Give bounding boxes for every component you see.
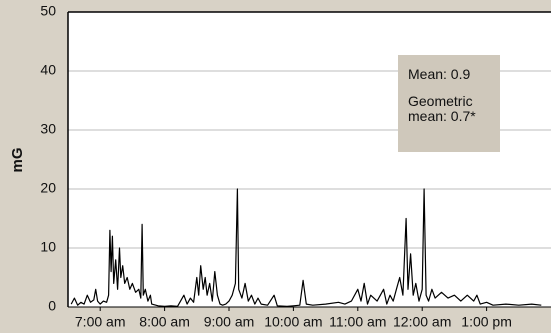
x-tick-label: 1:00 pm xyxy=(461,314,512,330)
y-axis-label: mG xyxy=(9,147,26,172)
annotation-box: Mean: 0.9 Geometric mean: 0.7* xyxy=(398,55,500,152)
y-tick-label: 30 xyxy=(40,121,56,137)
x-tick-label: 7:00 am xyxy=(75,314,126,330)
data-line xyxy=(70,188,542,307)
y-tick-label: 40 xyxy=(40,62,56,78)
y-tick-label: 10 xyxy=(40,239,56,255)
x-tick-label: 12:00 am xyxy=(393,314,451,330)
y-tick-label: 0 xyxy=(48,298,56,314)
x-tick-label: 8:00 am xyxy=(139,314,190,330)
y-tick-label: 50 xyxy=(40,3,56,19)
y-tick-label: 20 xyxy=(40,180,56,196)
x-tick-label: 10:00 am xyxy=(264,314,322,330)
annotation: Mean: 0.9 xyxy=(408,66,471,82)
x-tick-label: 11:00 am xyxy=(329,314,386,330)
annotation: Geometric mean: 0.7* xyxy=(408,93,476,124)
x-tick-label: 9:00 am xyxy=(204,314,255,330)
